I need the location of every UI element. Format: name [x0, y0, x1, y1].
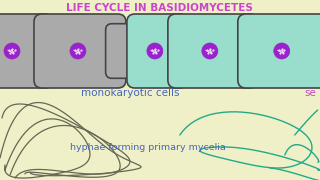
Text: LIFE CYCLE IN BASIDIOMYCETES: LIFE CYCLE IN BASIDIOMYCETES [67, 3, 253, 13]
Ellipse shape [147, 43, 163, 59]
Text: se: se [305, 88, 316, 98]
Text: monokaryotic cells: monokaryotic cells [81, 88, 179, 98]
Ellipse shape [4, 43, 20, 59]
Ellipse shape [274, 43, 290, 59]
Ellipse shape [202, 43, 218, 59]
FancyBboxPatch shape [127, 14, 188, 88]
FancyBboxPatch shape [0, 14, 53, 88]
Ellipse shape [70, 43, 86, 59]
FancyBboxPatch shape [168, 14, 258, 88]
Text: hyphae forming primary mycelia: hyphae forming primary mycelia [70, 143, 226, 152]
FancyBboxPatch shape [106, 24, 146, 78]
FancyBboxPatch shape [238, 14, 320, 88]
FancyBboxPatch shape [34, 14, 126, 88]
